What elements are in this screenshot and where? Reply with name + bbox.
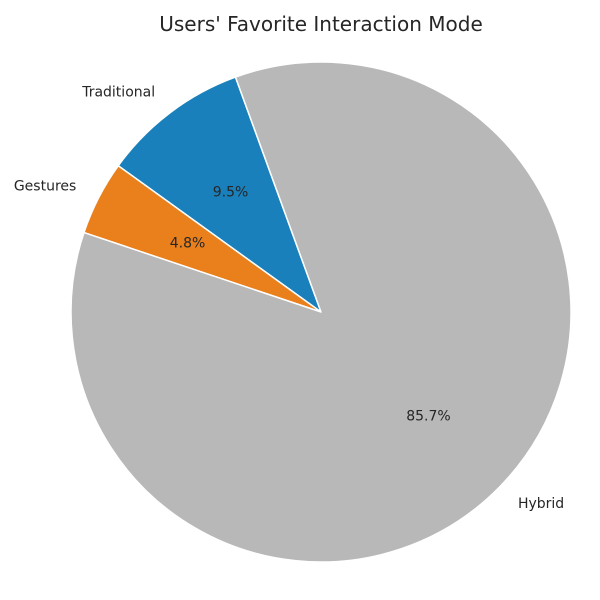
- pie-slices: [70, 61, 572, 563]
- slice-traditional: [117, 76, 322, 313]
- pct-label-hybrid: 85.7%: [406, 409, 450, 425]
- slice-hybrid: [70, 61, 572, 563]
- pct-label-traditional: 9.5%: [213, 184, 249, 200]
- slice-label-traditional: Traditional: [81, 85, 155, 101]
- slice-label-hybrid: Hybrid: [518, 496, 564, 512]
- pct-label-gestures: 4.8%: [170, 236, 206, 252]
- chart-title: Users' Favorite Interaction Mode: [159, 12, 483, 36]
- slice-label-gestures: Gestures: [14, 178, 76, 194]
- pie-labels: Traditional 9.5% Gestures 4.8% Hybrid 85.7%: [14, 85, 564, 512]
